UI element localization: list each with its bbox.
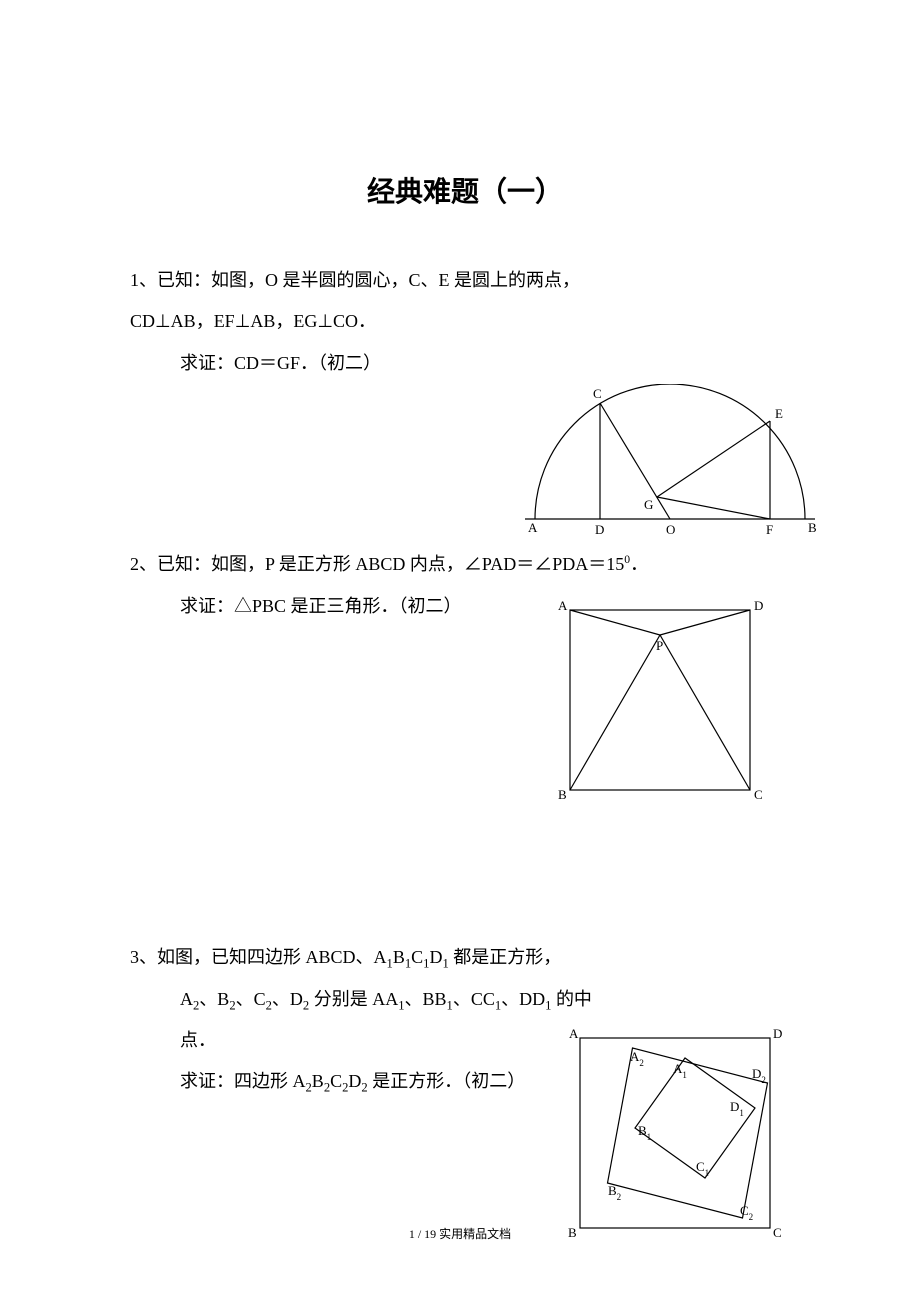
svg-text:A2: A2	[630, 1049, 644, 1068]
label-E: E	[775, 406, 783, 421]
p3-line2: A2、B2、C2、D2 分别是 AA1、BB1、CC1、DD1 的中点．	[180, 979, 620, 1062]
svg-text:A1: A1	[673, 1061, 687, 1080]
label-A2: A	[558, 598, 568, 613]
page-title: 经典难题（一）	[130, 170, 800, 210]
page-footer: 1 / 19 实用精品文档	[0, 1225, 920, 1242]
label-D2: D	[754, 598, 763, 613]
svg-text:B1: B1	[638, 1123, 651, 1142]
p1-line3: 求证：CD＝GF．（初二）	[130, 343, 800, 384]
label-A: A	[528, 520, 538, 535]
label-D: D	[595, 522, 604, 537]
label-A3: A	[569, 1026, 579, 1041]
p3-line1: 3、如图，已知四边形 ABCD、A1B1C1D1 都是正方形，	[130, 937, 800, 979]
svg-text:D1: D1	[730, 1099, 744, 1118]
svg-text:D2: D2	[752, 1066, 766, 1085]
label-B2: B	[558, 787, 567, 802]
label-O: O	[666, 522, 675, 537]
problem-1: 1、已知：如图，O 是半圆的圆心，C、E 是圆上的两点， CD⊥AB，EF⊥AB…	[130, 260, 800, 384]
svg-text:C2: C2	[740, 1203, 753, 1222]
figure-3-squares: A D B C A1 B1 C1 D1 A2 B2 C2 D2	[560, 1023, 790, 1243]
label-F: F	[766, 522, 773, 537]
p3-line3: 求证：四边形 A2B2C2D2 是正方形．（初二）	[180, 1061, 620, 1103]
label-C: C	[593, 386, 602, 401]
document-page: 经典难题（一） 1、已知：如图，O 是半圆的圆心，C、E 是圆上的两点， CD⊥…	[0, 0, 920, 1103]
p1-line1: 1、已知：如图，O 是半圆的圆心，C、E 是圆上的两点，	[130, 260, 800, 301]
p1-line2: CD⊥AB，EF⊥AB，EG⊥CO．	[130, 301, 800, 342]
label-D3: D	[773, 1026, 782, 1041]
figure-1-semicircle: A B C D E F G O	[510, 384, 830, 544]
figure-2-square: A D B C P	[550, 595, 770, 805]
svg-text:C1: C1	[696, 1159, 709, 1178]
label-B: B	[808, 520, 817, 535]
label-P: P	[656, 638, 663, 653]
p2-line1: 2、已知：如图，P 是正方形 ABCD 内点，∠PAD＝∠PDA＝150．	[130, 544, 800, 585]
label-G: G	[644, 497, 653, 512]
label-C2: C	[754, 787, 763, 802]
